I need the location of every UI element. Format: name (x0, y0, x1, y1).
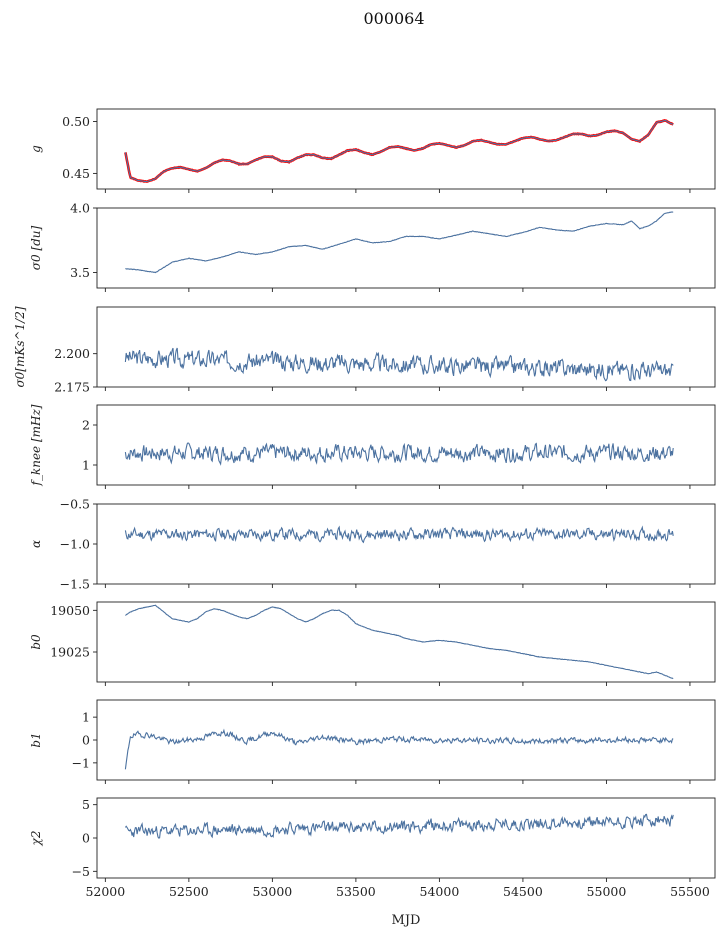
x-tick-label: 54500 (503, 884, 543, 899)
panel-4: 1 2 f_knee [mHz] (29, 404, 716, 489)
y-tick-label: 3.5 (70, 265, 90, 280)
panel-5: −1.5 −1.0 −0.5 α (29, 497, 716, 592)
x-tick-label: 53000 (252, 884, 292, 899)
series-line-1 (124, 728, 674, 770)
series-line-1 (125, 604, 674, 680)
x-tick-label: 54000 (420, 884, 460, 899)
x-tick-label: 53500 (336, 884, 376, 899)
figure-title: 000064 (363, 9, 424, 28)
panel-8: 52000 52500 53000 53500 54000 54500 55000 55500… (29, 797, 716, 899)
series-line-1 (124, 525, 674, 544)
x-axis-label: MJD (392, 913, 421, 928)
series-line-1 (124, 813, 674, 839)
axes-frame (96, 797, 716, 879)
y-tick-label: 0 (82, 831, 90, 846)
x-tick-label: 52500 (169, 884, 209, 899)
y-axis-label: σ0 [du] (29, 225, 43, 270)
axes-frame (96, 108, 716, 190)
y-tick-label: −5 (72, 864, 90, 879)
y-tick-label: 0.50 (62, 114, 90, 129)
axes-frame (96, 207, 716, 289)
y-tick-label: −1 (72, 755, 90, 770)
x-tick-label: 55500 (670, 884, 710, 899)
series-line-1 (124, 442, 674, 466)
y-tick-label: 4.0 (70, 201, 90, 216)
panel-6: 19025 19050 b0 (29, 601, 716, 686)
y-axis-label: b0 (29, 634, 43, 650)
y-axis-label: σ0[mKs^1/2] (13, 306, 27, 387)
y-tick-label: 2.175 (54, 380, 90, 395)
y-axis-label: χ2 (29, 831, 43, 847)
y-tick-label: −1.0 (60, 537, 90, 552)
series-line-1 (125, 211, 674, 274)
axes-frame (96, 503, 716, 585)
panel-7: −1 0 1 b1 (29, 699, 716, 784)
series-line-1 (124, 347, 674, 382)
y-tick-label: 19025 (50, 645, 90, 660)
y-tick-label: 1 (82, 458, 90, 473)
series-line-1 (124, 119, 674, 183)
x-tick-label: 52000 (85, 884, 125, 899)
y-tick-label: 2 (82, 418, 90, 433)
panel-1: 0.45 0.50 g (29, 108, 716, 193)
y-tick-label: 2.200 (54, 346, 90, 361)
y-tick-label: 0 (82, 733, 90, 748)
panels-group: 0.45 0.50 g 3.5 4.0 σ0 [du] 2.175 2.200 σ0[mKs^1… (13, 108, 716, 899)
series-line-overlay (124, 118, 674, 183)
axes-frame (96, 404, 716, 486)
y-tick-label: 5 (82, 797, 90, 812)
y-tick-label: 1 (82, 710, 90, 725)
y-tick-label: −0.5 (60, 497, 90, 512)
panel-3: 2.175 2.200 σ0[mKs^1/2] (13, 306, 716, 395)
y-axis-label: α (29, 540, 43, 548)
axes-frame (96, 601, 716, 683)
y-axis-label: f_knee [mHz] (29, 404, 43, 486)
y-tick-label: −1.5 (60, 577, 90, 592)
y-tick-label: 0.45 (62, 166, 90, 181)
y-axis-label: b1 (29, 732, 43, 747)
x-tick-label: 55000 (587, 884, 627, 899)
y-tick-label: 19050 (50, 603, 90, 618)
y-axis-label: g (29, 145, 43, 153)
panel-2: 3.5 4.0 σ0 [du] (29, 201, 716, 292)
axes-frame (96, 306, 716, 388)
